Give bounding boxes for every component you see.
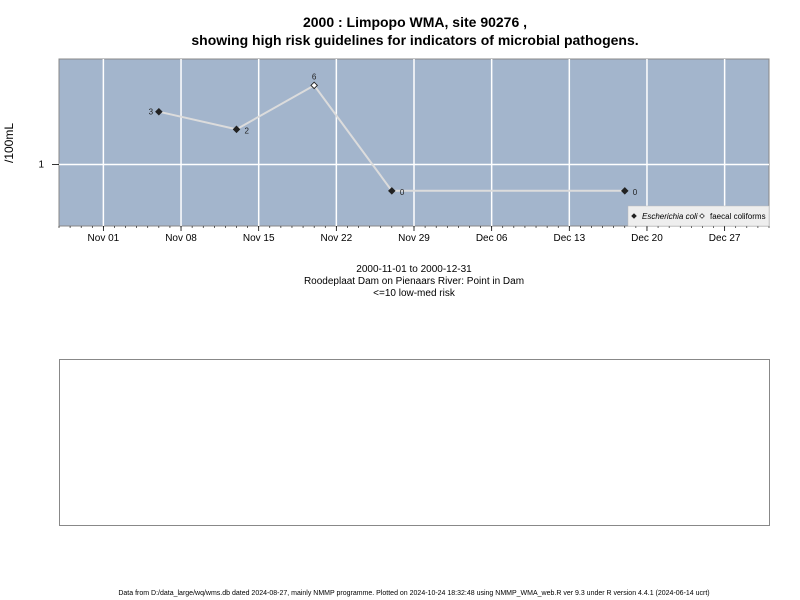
legend-entry: faecal coliforms <box>710 212 766 221</box>
ecoli-point <box>621 187 629 195</box>
ecoli-point <box>388 187 396 195</box>
gridlines <box>59 59 769 226</box>
data-label: 3 <box>149 108 154 117</box>
y-axis-label: /100mL <box>2 123 16 163</box>
data-label: 2 <box>245 126 250 135</box>
data-points: 3 2 0 0 6 <box>149 72 638 196</box>
ecoli-point <box>155 107 163 116</box>
x-tick-label: Dec 20 <box>631 233 663 244</box>
empty-plot-panel <box>59 359 770 526</box>
subtitle-date-range: 2000-11-01 to 2000-12-31 <box>356 264 472 275</box>
legend-ecoli-marker <box>631 213 637 219</box>
faecal-coliform-point <box>310 81 318 90</box>
y-axis: 1 <box>38 159 59 170</box>
data-label: 0 <box>633 188 638 197</box>
legend-box <box>627 205 770 227</box>
x-tick-label: Nov 01 <box>88 233 120 244</box>
x-tick-label: Nov 29 <box>398 233 430 244</box>
x-tick-label: Nov 08 <box>165 233 197 244</box>
x-tick-label: Nov 22 <box>321 233 353 244</box>
legend-faecal-marker <box>699 213 705 219</box>
y-tick-label: 1 <box>38 159 44 170</box>
chart-svg: Nov 01 Nov 08 Nov 15 Nov 22 Nov 29 Dec 06 Dec … <box>2 58 770 244</box>
chart-title-line1: 2000 : Limpopo WMA, site 90276 , <box>302 14 528 30</box>
x-tick-label: Nov 15 <box>243 233 275 244</box>
legend-entry: Escherichia coli <box>642 212 698 221</box>
chart-title-line2: showing high risk guidelines for indicat… <box>191 32 639 48</box>
x-tick-label: Dec 13 <box>553 233 585 244</box>
data-label: 6 <box>312 72 317 81</box>
legend: Escherichia coli faecal coliforms <box>627 205 770 227</box>
subtitle-risk: <=10 low-med risk <box>373 288 455 299</box>
footer-note: Data from D:/data_large/wq/wms.db dated … <box>118 590 710 597</box>
subtitle-site: Roodeplaat Dam on Pienaars River: Point … <box>303 276 525 287</box>
x-axis: Nov 01 Nov 08 Nov 15 Nov 22 Nov 29 Dec 06 Dec … <box>58 226 770 244</box>
data-label: 0 <box>400 188 405 197</box>
x-tick-label: Dec 27 <box>709 233 741 244</box>
ecoli-point <box>232 125 241 134</box>
x-tick-label: Dec 06 <box>476 233 508 244</box>
